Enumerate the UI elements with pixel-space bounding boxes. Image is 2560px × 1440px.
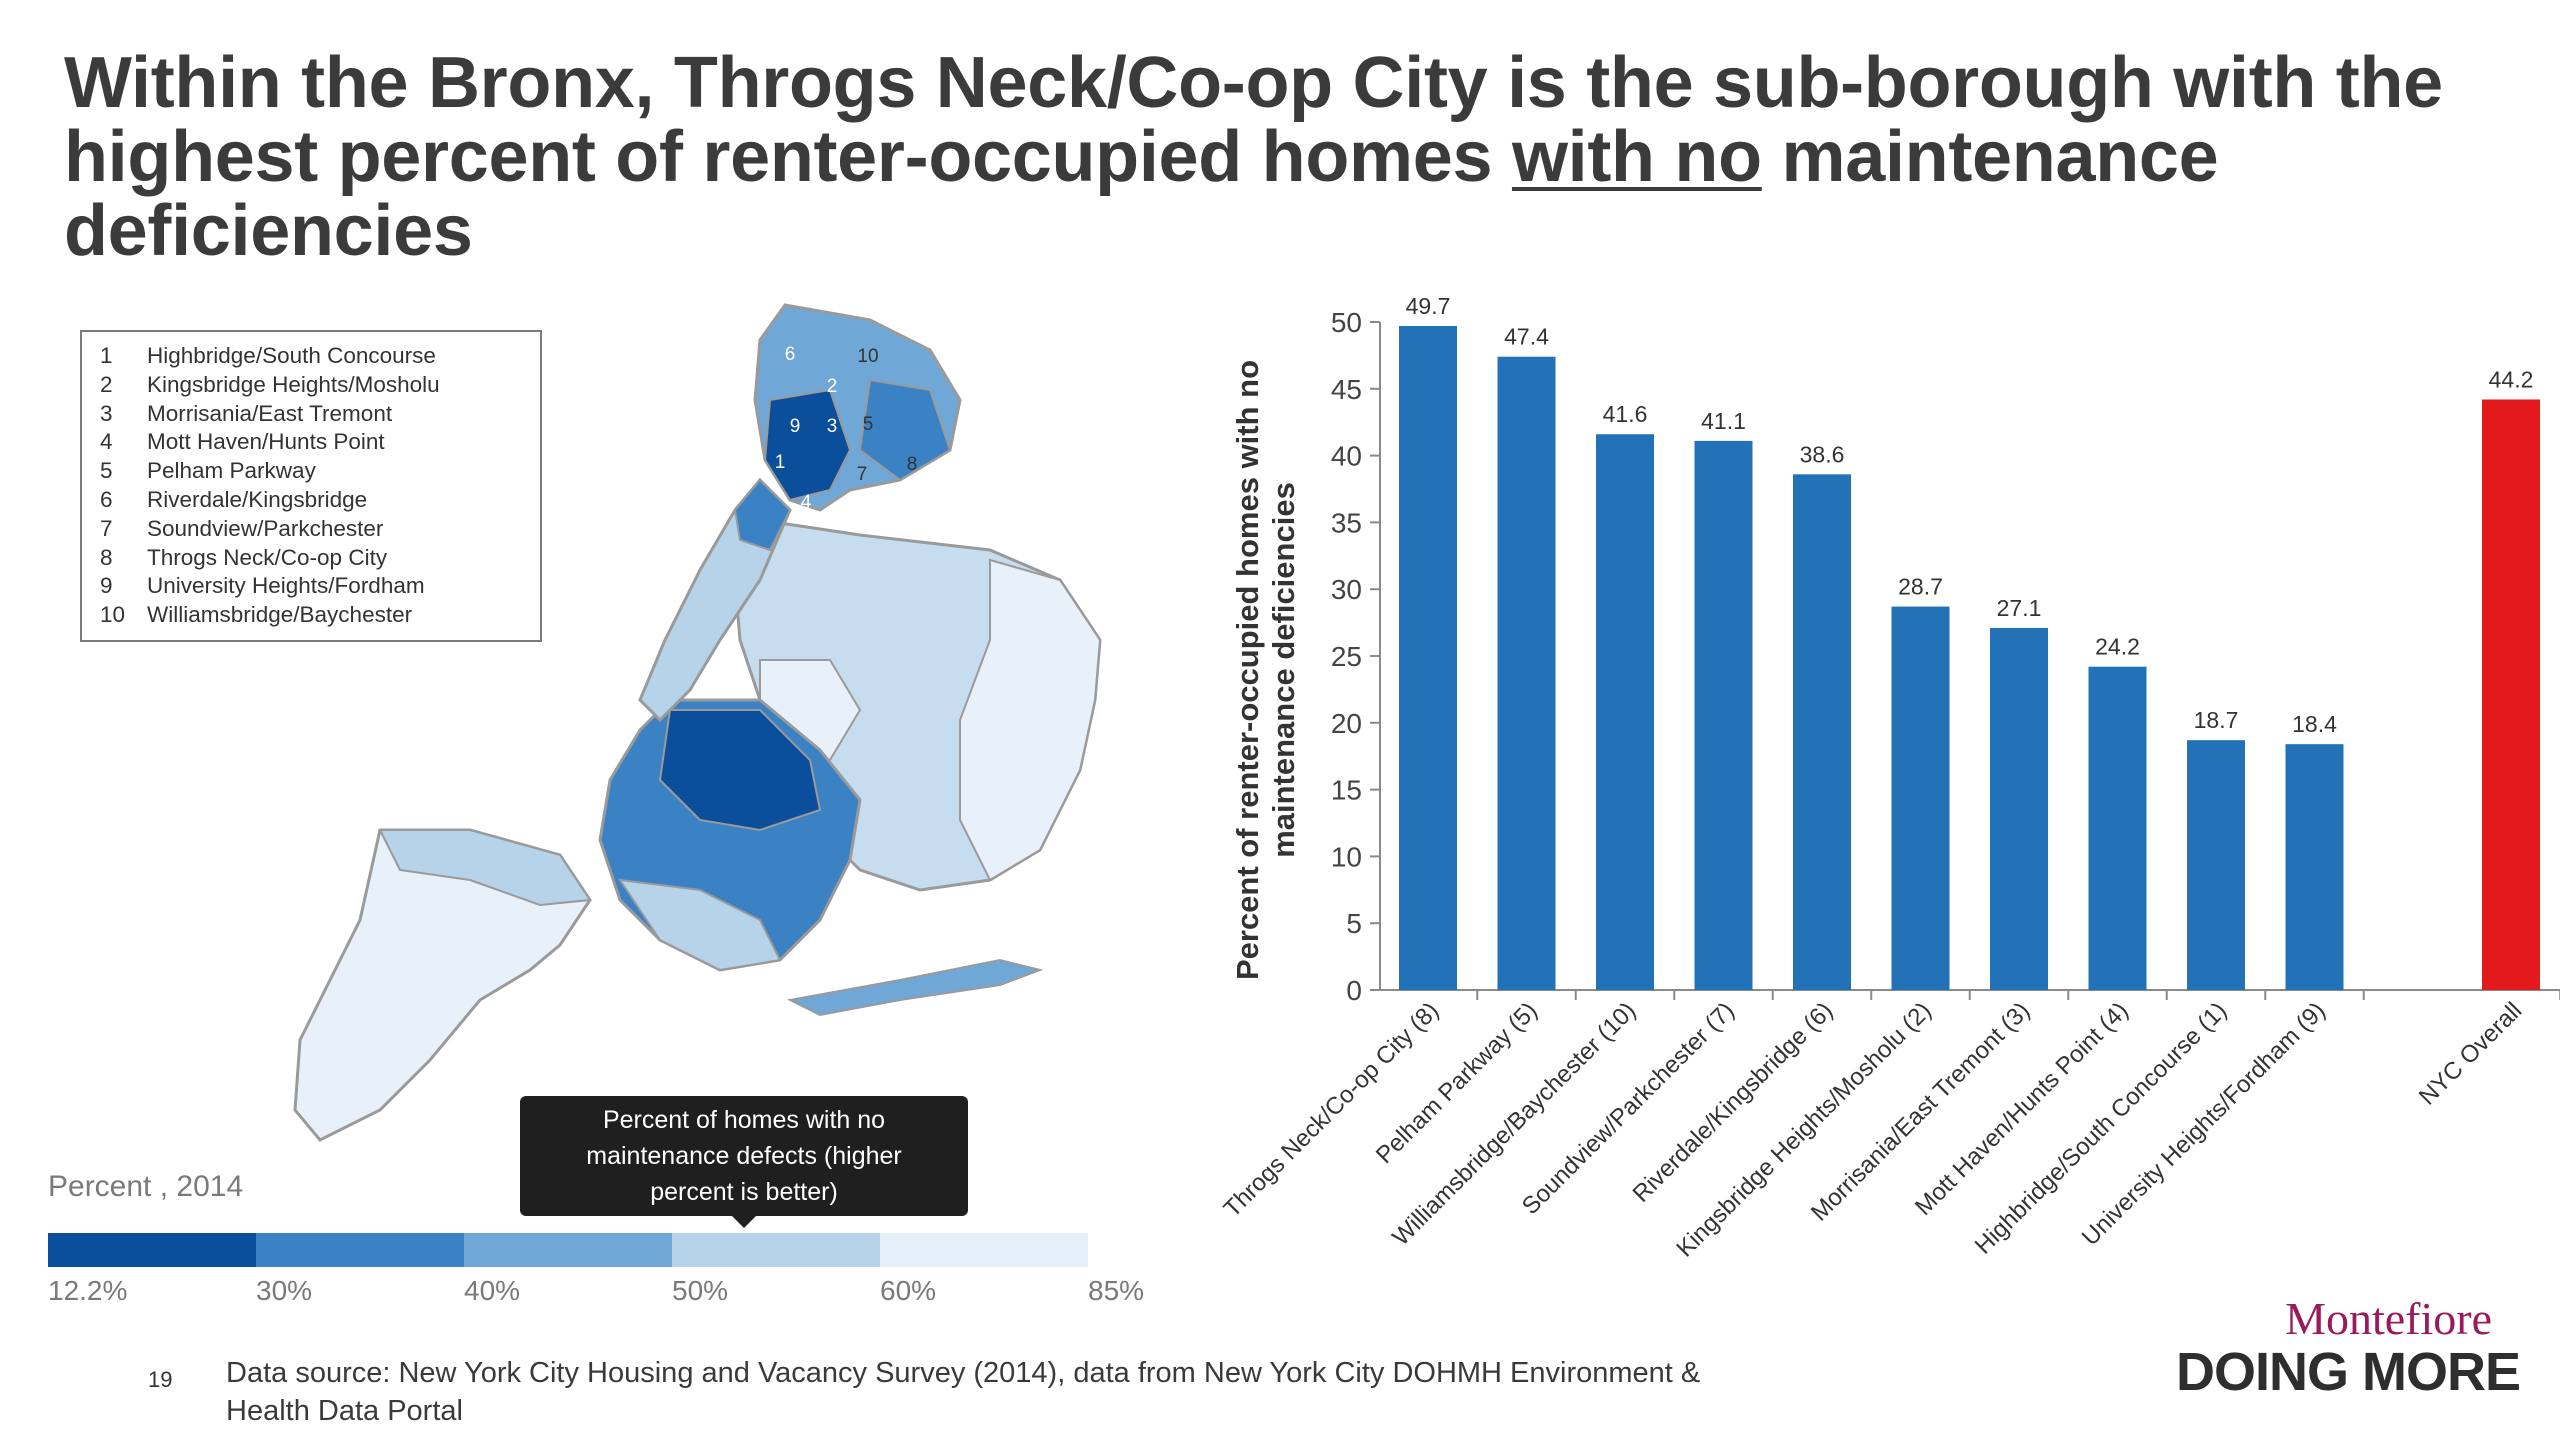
y-tick-label: 50 — [1331, 307, 1362, 338]
color-scale-tick: 50% — [672, 1275, 729, 1306]
map-region-label: 10 — [857, 346, 878, 367]
y-tick-label: 5 — [1346, 908, 1362, 939]
map-region-label: 6 — [785, 344, 796, 365]
map-region-brooklyn-south — [617, 878, 782, 972]
map-legend: 1 Highbridge/South Concourse 2 Kingsbridge… — [80, 330, 542, 642]
x-category-label: Riverdale/Kingsbridge (6) — [1628, 997, 1839, 1208]
title-part-1: Within the Bronx, Throgs Neck/Co-op City… — [64, 43, 2443, 197]
y-axis-label-line: maintenance deficiencies — [1266, 482, 1301, 858]
bar-value-label: 44.2 — [2489, 366, 2534, 392]
map-region-queens-east — [959, 558, 1102, 882]
map-region-manhattan-north — [733, 478, 792, 552]
map-region-bronx-south — [763, 388, 852, 502]
legend-item: 5 Pelham Parkway — [100, 458, 316, 484]
map-region-staten-island-north — [378, 829, 592, 907]
legend-item: 6 Riverdale/Kingsbridge — [100, 486, 368, 512]
bar — [2088, 666, 2147, 990]
y-tick-label: 0 — [1346, 975, 1362, 1006]
color-scale-segment — [672, 1233, 880, 1267]
bar-value-label: 18.4 — [2292, 711, 2337, 737]
bar-value-label: 27.1 — [1997, 595, 2042, 621]
map-region-label: 7 — [857, 464, 868, 485]
title-part-2: maintenance deficiencies — [64, 117, 2219, 271]
bar-chart: Percent of renter-occupied homes with no… — [1219, 293, 2560, 1262]
map-region-label: 2 — [827, 376, 838, 397]
legend-item: 7 Soundview/Parkchester — [100, 515, 384, 541]
color-scale-tick: 60% — [880, 1275, 937, 1306]
color-scale-segment — [48, 1233, 256, 1267]
map-region-rockaways — [786, 958, 1044, 1017]
bar — [1793, 474, 1851, 990]
map-region-label: 5 — [863, 414, 874, 435]
tooltip-line: maintenance defects (higher — [586, 1142, 902, 1170]
map-region-bronx-east — [858, 378, 952, 482]
x-category-label: Pelham Parkway (5) — [1371, 997, 1543, 1169]
bar — [2187, 740, 2245, 990]
bar-value-label: 18.7 — [2194, 707, 2239, 733]
bar — [1399, 326, 1457, 990]
logo-tagline: DOING MORE — [2175, 1342, 2521, 1402]
map-tooltip: Percent of homes with no maintenance def… — [520, 1096, 968, 1216]
y-tick-label: 20 — [1331, 708, 1362, 739]
y-axis-label-line: Percent of renter-occupied homes with no — [1230, 360, 1265, 980]
y-axis-label: Percent of renter-occupied homes with no… — [1230, 360, 1301, 980]
color-scale-tick: 30% — [256, 1275, 313, 1306]
y-tick-label: 15 — [1331, 775, 1362, 806]
tooltip-line: percent is better) — [650, 1178, 838, 1206]
x-category-label: NYC Overall — [2414, 997, 2527, 1110]
legend-item: 8 Throgs Neck/Co-op City — [100, 544, 388, 570]
data-source-note: Data source: New York City Housing and V… — [226, 1357, 1701, 1427]
map-region-label: 4 — [801, 492, 812, 513]
slide-title: Within the Bronx, Throgs Neck/Co-op City… — [64, 46, 2544, 268]
bar — [1497, 356, 1556, 991]
color-scale-tick: 40% — [464, 1275, 521, 1306]
color-scale-segment — [880, 1233, 1088, 1267]
tooltip-arrow — [730, 1214, 758, 1228]
map-region-label: 1 — [775, 452, 786, 473]
color-scale-tick: 85% — [1088, 1275, 1145, 1306]
bar — [1891, 606, 1950, 990]
montefiore-logo: Montefiore DOING MORE — [2140, 1293, 2521, 1402]
y-tick-label: 40 — [1331, 441, 1362, 472]
bar-value-label: 41.6 — [1603, 401, 1648, 427]
bar — [2285, 744, 2344, 990]
bar-value-label: 49.7 — [1406, 293, 1451, 319]
bar — [1990, 627, 2048, 990]
map-region-brooklyn-north — [658, 709, 822, 832]
y-tick-label: 30 — [1331, 574, 1362, 605]
bar — [1694, 440, 1753, 990]
page-number: 19 — [148, 1367, 173, 1392]
title-underlined-phrase: with no — [1511, 117, 1762, 197]
color-scale-bar — [48, 1233, 1088, 1267]
legend-item: 10 Williamsbridge/Baychester — [100, 602, 413, 628]
map-region-label: 3 — [827, 416, 838, 437]
logo-wordmark: Montefiore — [2285, 1293, 2492, 1344]
bar-value-label: 24.2 — [2095, 634, 2140, 660]
nyc-choropleth-map: 6 10 2 9 3 5 1 7 8 4 — [293, 303, 1102, 1142]
bar-value-label: 28.7 — [1898, 574, 1943, 600]
legend-item: 4 Mott Haven/Hunts Point — [100, 429, 385, 455]
legend-item: 9 University Heights/Fordham — [100, 573, 425, 599]
bar-value-label: 47.4 — [1504, 324, 1549, 350]
legend-item: 1 Highbridge/South Concourse — [100, 343, 436, 368]
bar — [2482, 399, 2540, 990]
y-tick-label: 25 — [1331, 641, 1362, 672]
legend-item: 2 Kingsbridge Heights/Mosholu — [100, 371, 440, 397]
bar-value-label: 41.1 — [1701, 408, 1746, 434]
bar-value-label: 38.6 — [1800, 441, 1845, 467]
bar — [1596, 434, 1654, 990]
x-category-label: Soundview/Parkchester (7) — [1517, 997, 1740, 1220]
map-region-label: 8 — [907, 454, 918, 475]
y-tick-label: 45 — [1331, 374, 1362, 405]
map-region-label: 9 — [790, 416, 801, 437]
y-tick-label: 35 — [1331, 507, 1362, 538]
tooltip-line: Percent of homes with no — [602, 1106, 886, 1134]
color-scale-tick: 12.2% — [48, 1275, 128, 1306]
color-scale-segment — [464, 1233, 672, 1267]
color-scale-title: Percent , 2014 — [48, 1170, 244, 1203]
legend-item: 3 Morrisania/East Tremont — [100, 400, 393, 426]
y-tick-label: 10 — [1331, 841, 1362, 872]
color-scale-segment — [256, 1233, 464, 1267]
